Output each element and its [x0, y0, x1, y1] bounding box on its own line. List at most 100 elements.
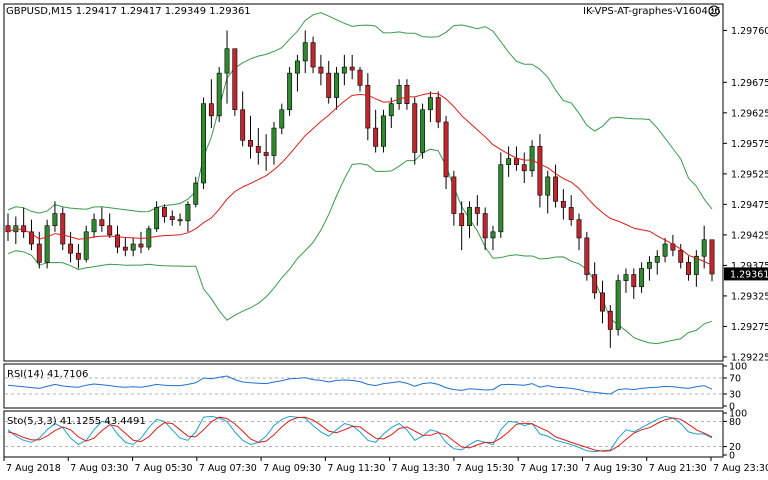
candle-body — [115, 234, 120, 248]
candle-body — [68, 243, 74, 254]
candle-body — [498, 164, 504, 233]
candle-body — [91, 219, 97, 233]
candle — [21, 207, 27, 238]
candle — [310, 36, 316, 74]
candle-body — [584, 237, 590, 275]
sto-panel-frame — [3, 410, 724, 458]
candle-body — [216, 72, 222, 117]
candle — [349, 54, 355, 80]
time-tick-label: 7 Aug 11:30 — [327, 463, 385, 474]
candle — [36, 231, 42, 269]
candle — [639, 262, 645, 293]
candle-body — [107, 225, 113, 236]
candle — [404, 79, 410, 110]
candles — [5, 30, 715, 348]
sto-label: Sto(5,3,3) 41.1255 43.4491 — [7, 416, 146, 427]
candle-body — [60, 213, 66, 245]
time-tick-label: 7 Aug 2018 — [6, 463, 61, 474]
candle — [193, 176, 199, 208]
candle-body — [474, 207, 480, 214]
svg-text:1.29361: 1.29361 — [730, 269, 768, 280]
candle — [686, 256, 691, 281]
candle-body — [459, 213, 465, 227]
candle — [29, 219, 34, 251]
candle — [294, 54, 300, 92]
candle-body — [420, 109, 426, 153]
candle — [545, 170, 551, 214]
candle-body — [99, 219, 105, 227]
candle-body — [576, 219, 582, 239]
candle — [506, 146, 512, 177]
symbol-info: GBPUSD,M15 1.29417 1.29417 1.29349 1.293… — [6, 6, 251, 17]
candle-body — [21, 225, 27, 233]
candle-body — [5, 225, 11, 233]
broker-label: IK-VPS-AT-graphes-V160406 — [583, 6, 721, 17]
candle-body — [467, 207, 472, 227]
price-tick-label: 1.29475 — [731, 200, 768, 211]
candle-body — [310, 42, 316, 68]
candle — [576, 213, 582, 251]
candle — [232, 48, 238, 116]
candle-body — [177, 219, 183, 222]
candle-body — [122, 246, 128, 251]
candle-body — [545, 176, 551, 196]
candle-body — [396, 85, 402, 104]
candle-body — [365, 85, 371, 129]
price-tick-label: 1.29375 — [731, 261, 768, 272]
candle-body — [553, 176, 559, 202]
candle — [600, 280, 605, 324]
indicator-tick-label: 100 — [729, 409, 747, 420]
time-tick-label: 7 Aug 23:30 — [713, 463, 768, 474]
candle-body — [521, 164, 527, 172]
candle-body — [29, 231, 34, 245]
candle-body — [334, 72, 339, 98]
candle-body — [568, 207, 574, 220]
candle-body — [44, 225, 50, 263]
time-tick-label: 7 Aug 17:30 — [520, 463, 578, 474]
candle-body — [193, 182, 199, 205]
indicator-tick-label: 80 — [729, 417, 741, 428]
candle — [654, 250, 660, 275]
candle-body — [232, 48, 238, 111]
candle — [279, 103, 285, 135]
candle — [529, 140, 535, 177]
time-tick-label: 7 Aug 07:30 — [199, 463, 257, 474]
candle-body — [482, 213, 488, 239]
smiley-icon — [708, 5, 720, 17]
candle — [568, 195, 574, 226]
last-price-tag: 1.29361 — [724, 267, 768, 281]
candle-body — [693, 255, 699, 275]
candle — [631, 268, 637, 299]
candle — [52, 201, 58, 232]
candle-body — [294, 60, 300, 74]
candle — [646, 256, 652, 281]
candle — [662, 237, 668, 263]
price-tick-label: 1.29225 — [731, 352, 768, 363]
candle-body — [138, 243, 144, 248]
candle-body — [75, 252, 81, 260]
candle-body — [240, 109, 246, 141]
price-tick-label: 1.29525 — [731, 169, 768, 180]
candle — [592, 262, 598, 299]
candle-body — [709, 239, 715, 275]
time-tick-label: 7 Aug 09:30 — [263, 463, 321, 474]
candle-body — [388, 103, 394, 117]
candle — [623, 268, 629, 293]
ma-line — [7, 92, 713, 266]
candle — [130, 237, 136, 257]
time-tick-label: 7 Aug 05:30 — [135, 463, 193, 474]
candle — [365, 73, 371, 141]
candle — [341, 54, 347, 86]
time-tick-label: 7 Aug 03:30 — [70, 463, 128, 474]
candle — [560, 189, 566, 220]
candle-body — [615, 280, 621, 330]
candle — [161, 204, 167, 223]
candle-body — [83, 231, 89, 260]
candle-body — [357, 69, 363, 86]
candle — [334, 67, 339, 110]
candle-body — [318, 66, 324, 74]
candle-body — [255, 146, 261, 153]
candle — [678, 244, 684, 269]
candle-body — [662, 243, 668, 257]
candle — [122, 237, 128, 257]
